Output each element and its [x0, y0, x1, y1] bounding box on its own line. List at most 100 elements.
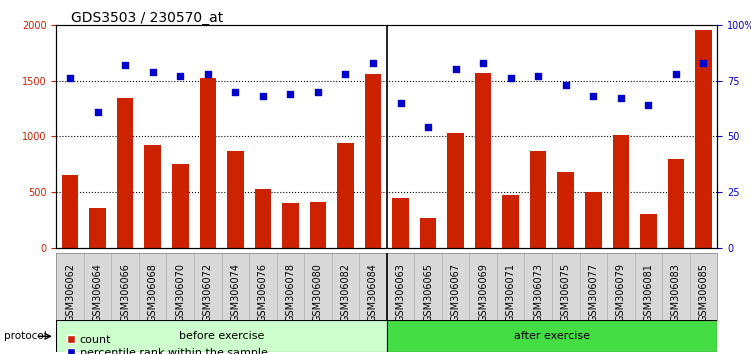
Bar — [524, 253, 552, 320]
Bar — [662, 253, 689, 320]
Point — [422, 125, 434, 130]
Bar — [607, 253, 635, 320]
Bar — [387, 320, 717, 352]
Point — [64, 75, 76, 81]
Bar — [276, 253, 304, 320]
Text: protocol: protocol — [4, 331, 47, 341]
Text: GSM306074: GSM306074 — [231, 263, 240, 322]
Point — [146, 69, 158, 74]
Point — [92, 109, 104, 115]
Text: GSM306067: GSM306067 — [451, 263, 460, 322]
Point — [229, 89, 241, 95]
Bar — [668, 159, 684, 248]
Point — [257, 93, 269, 99]
Point — [615, 96, 627, 101]
Point — [174, 73, 186, 79]
Point — [119, 62, 131, 68]
Point — [477, 60, 489, 65]
Bar — [365, 74, 382, 248]
Text: GSM306073: GSM306073 — [533, 263, 543, 322]
Text: GSM306077: GSM306077 — [588, 263, 599, 322]
Bar — [84, 253, 111, 320]
Point — [450, 67, 462, 72]
Bar — [469, 253, 497, 320]
Bar — [309, 202, 326, 248]
Bar — [557, 172, 574, 248]
Point — [505, 75, 517, 81]
Bar — [172, 164, 189, 248]
Text: GSM306085: GSM306085 — [698, 263, 708, 322]
Bar — [89, 208, 106, 248]
Text: GSM306076: GSM306076 — [258, 263, 268, 322]
Bar — [304, 253, 332, 320]
Point — [339, 71, 351, 77]
Bar — [502, 195, 519, 248]
Bar — [635, 253, 662, 320]
Bar — [332, 253, 359, 320]
Bar — [695, 30, 712, 248]
Bar — [227, 151, 243, 248]
Text: GSM306066: GSM306066 — [120, 263, 130, 322]
Bar — [530, 151, 547, 248]
Bar — [56, 320, 387, 352]
Point — [285, 91, 297, 97]
Text: GSM306065: GSM306065 — [423, 263, 433, 322]
Point — [587, 93, 599, 99]
Bar — [689, 253, 717, 320]
Text: GSM306084: GSM306084 — [368, 263, 378, 322]
Bar — [552, 253, 580, 320]
Text: GSM306068: GSM306068 — [148, 263, 158, 322]
Text: GSM306079: GSM306079 — [616, 263, 626, 322]
Text: GSM306075: GSM306075 — [561, 263, 571, 322]
Bar — [442, 253, 469, 320]
Bar — [194, 253, 222, 320]
Text: GSM306062: GSM306062 — [65, 263, 75, 322]
Text: GSM306080: GSM306080 — [313, 263, 323, 322]
Bar — [139, 253, 167, 320]
Bar — [337, 143, 354, 248]
Text: GDS3503 / 230570_at: GDS3503 / 230570_at — [71, 11, 224, 25]
Text: GSM306082: GSM306082 — [340, 263, 351, 322]
Bar — [448, 133, 464, 248]
Bar — [111, 253, 139, 320]
Point — [202, 71, 214, 77]
Legend: count, percentile rank within the sample: count, percentile rank within the sample — [62, 330, 272, 354]
Text: GSM306078: GSM306078 — [285, 263, 295, 322]
Point — [642, 102, 654, 108]
Bar — [56, 253, 84, 320]
Bar — [420, 218, 436, 248]
Text: GSM306063: GSM306063 — [396, 263, 406, 322]
Bar — [255, 189, 271, 248]
Text: after exercise: after exercise — [514, 331, 590, 341]
Bar — [415, 253, 442, 320]
Bar — [640, 214, 656, 248]
Text: GSM306072: GSM306072 — [203, 263, 213, 322]
Bar — [475, 73, 491, 248]
Bar — [144, 145, 161, 248]
Bar — [167, 253, 194, 320]
Point — [670, 71, 682, 77]
Bar — [282, 203, 299, 248]
Bar — [392, 198, 409, 248]
Bar — [62, 175, 78, 248]
Point — [312, 89, 324, 95]
Point — [559, 82, 572, 88]
Bar — [613, 135, 629, 248]
Bar — [222, 253, 249, 320]
Text: before exercise: before exercise — [179, 331, 264, 341]
Point — [394, 100, 406, 106]
Bar — [249, 253, 276, 320]
Text: GSM306070: GSM306070 — [175, 263, 185, 322]
Point — [698, 60, 710, 65]
Bar — [387, 253, 415, 320]
Point — [532, 73, 544, 79]
Bar — [200, 78, 216, 248]
Text: GSM306071: GSM306071 — [505, 263, 516, 322]
Bar — [585, 192, 602, 248]
Bar — [497, 253, 524, 320]
Text: GSM306064: GSM306064 — [92, 263, 103, 322]
Bar — [117, 98, 134, 248]
Text: GSM306081: GSM306081 — [644, 263, 653, 322]
Bar — [580, 253, 607, 320]
Text: GSM306083: GSM306083 — [671, 263, 681, 322]
